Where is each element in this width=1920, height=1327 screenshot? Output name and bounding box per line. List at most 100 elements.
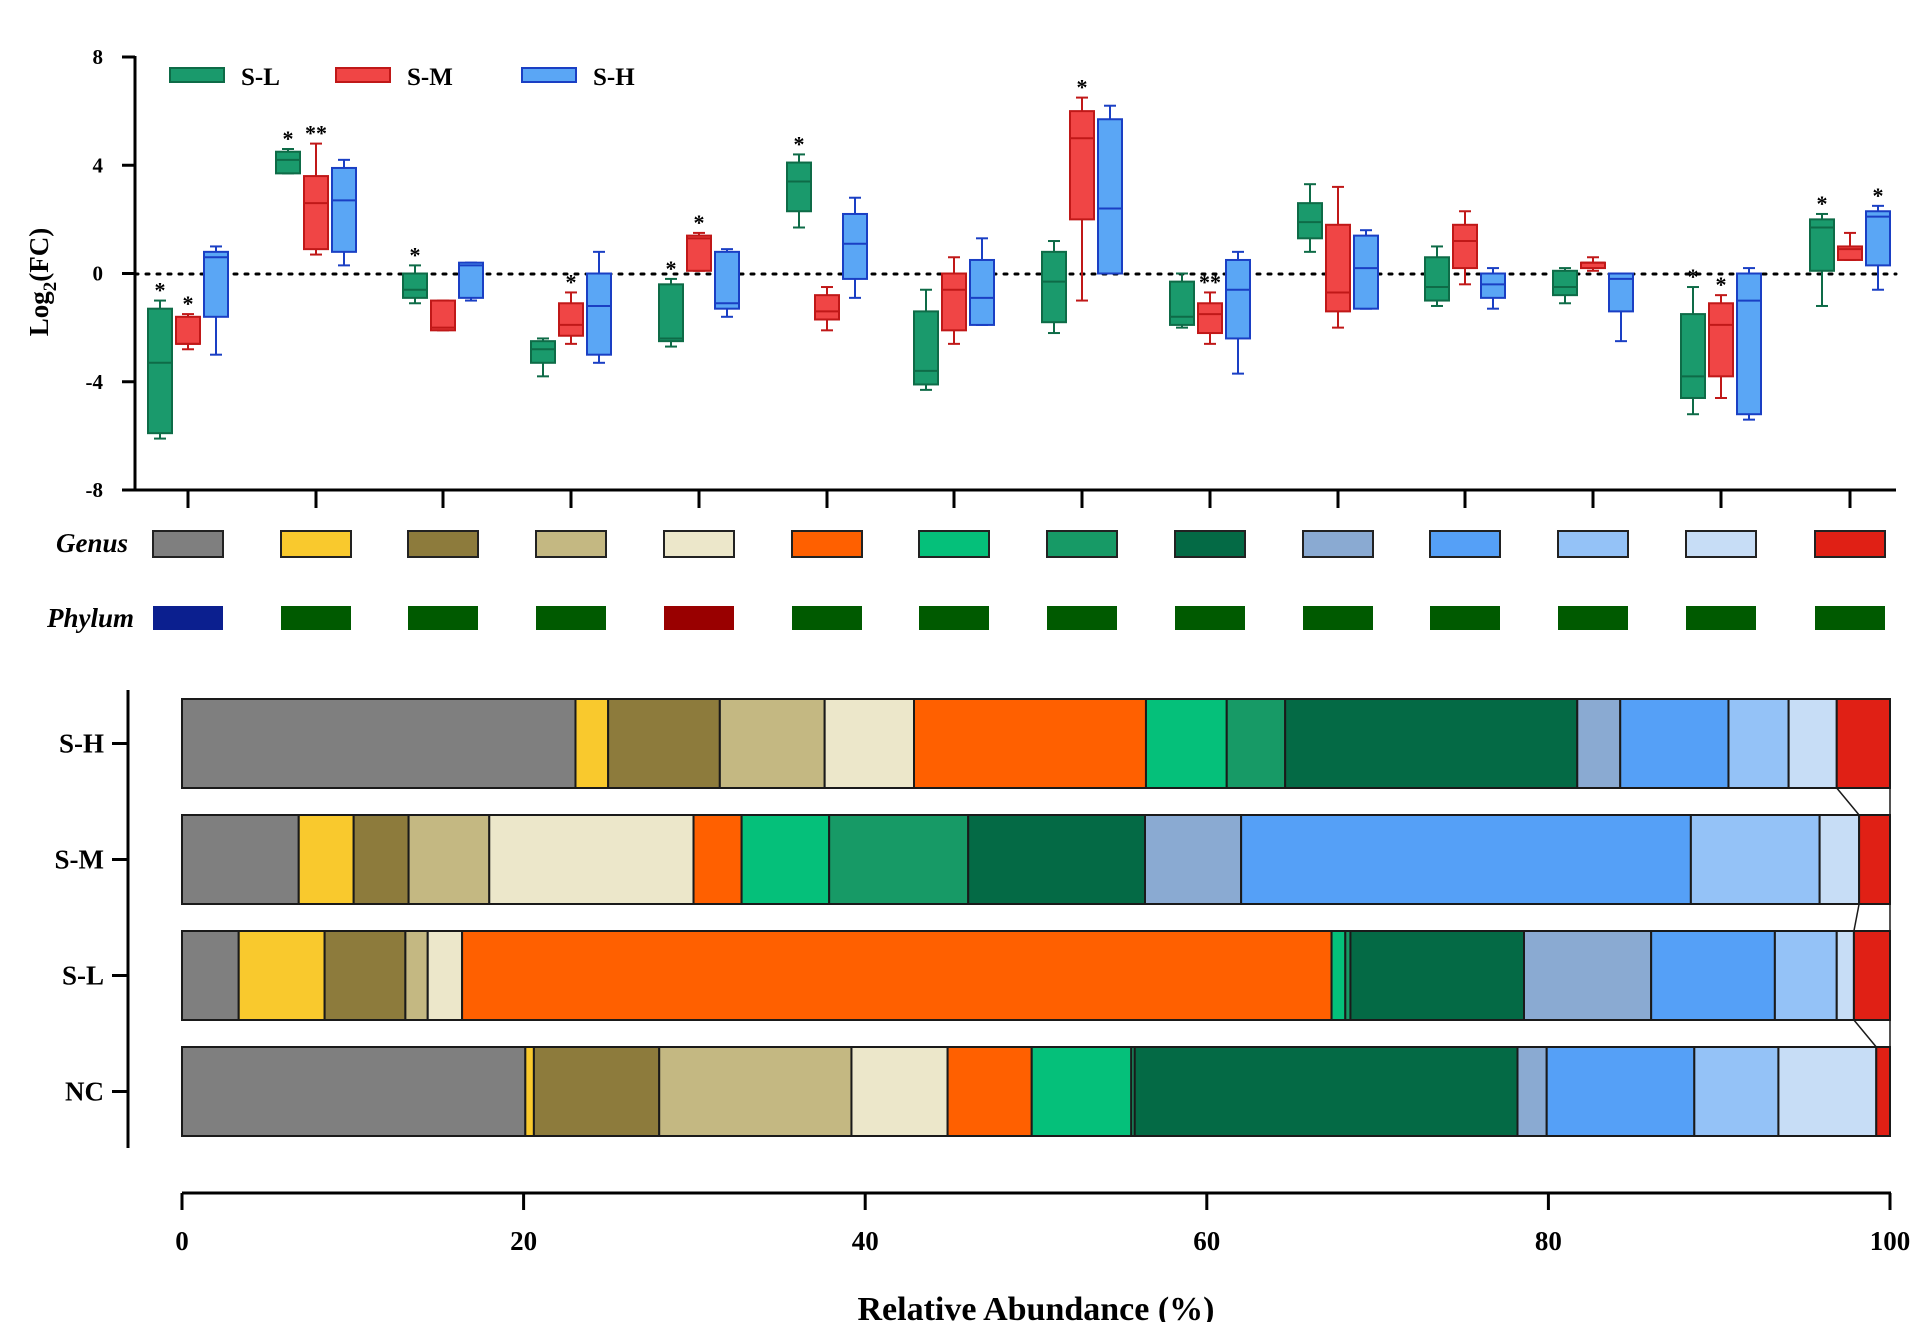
significance-marker: * <box>566 269 577 294</box>
box-s-h <box>1097 104 1123 275</box>
bar-segment <box>1777 1046 1878 1137</box>
phylum-swatches <box>153 606 1885 630</box>
box-body <box>1353 234 1379 310</box>
box-s-l <box>1297 183 1323 253</box>
category-label: NC <box>65 1077 104 1107</box>
bar-segment <box>352 814 410 905</box>
bar-segment <box>850 1046 949 1137</box>
box-s-l: * <box>1809 191 1835 307</box>
phylum-swatch <box>919 606 989 630</box>
genus-row-label: Genus <box>56 528 128 558</box>
phylum-swatch <box>1430 606 1500 630</box>
y-tick-label: -4 <box>86 370 104 394</box>
significance-marker: * <box>1873 183 1884 208</box>
bar-segment <box>1523 930 1653 1021</box>
box-body <box>1424 256 1450 302</box>
bar-s-h <box>181 698 1892 789</box>
connector-line <box>1853 903 1860 932</box>
box-s-l <box>530 337 556 378</box>
box-s-h <box>1608 272 1634 343</box>
box-s-h: * <box>1865 183 1891 291</box>
bar-segment <box>574 698 610 789</box>
x-tick-label: 20 <box>510 1226 537 1256</box>
genus-swatch <box>1814 530 1886 558</box>
bar-segment <box>181 930 240 1021</box>
box-s-l: * <box>1680 264 1706 416</box>
box-body <box>1041 250 1067 324</box>
box-s-l <box>913 288 939 391</box>
bar-s-l <box>181 930 1892 1021</box>
box-body <box>1708 302 1734 378</box>
box-group: ** <box>658 210 740 348</box>
bar-segment <box>488 814 695 905</box>
box-s-h <box>1225 250 1251 375</box>
bar-segment <box>1225 698 1287 789</box>
box-body <box>586 272 612 356</box>
bar-segment <box>1787 698 1838 789</box>
phylum-swatch <box>1686 606 1756 630</box>
box-body <box>175 315 201 345</box>
significance-marker: * <box>794 131 805 156</box>
legend-label: S-L <box>241 64 280 91</box>
box-body <box>658 283 684 343</box>
box-body <box>1680 313 1706 399</box>
bar-segment <box>1693 1046 1780 1137</box>
box-body <box>1736 272 1762 416</box>
box-s-l: * <box>275 126 301 175</box>
box-body <box>1452 223 1478 270</box>
box-s-l: * <box>658 256 684 348</box>
box-body <box>558 302 584 337</box>
y-ticks: 8 4 0 -4 -8 <box>86 45 135 502</box>
box-body <box>303 175 329 251</box>
box-s-h <box>331 158 357 267</box>
y-tick-label: 8 <box>93 45 104 69</box>
box-group: * <box>786 131 868 332</box>
box-s-h <box>1480 267 1506 310</box>
bar-segment <box>1875 1046 1891 1137</box>
significance-marker: * <box>1077 75 1088 100</box>
box-body <box>402 272 428 299</box>
category-labels: S-H S-M S-L NC <box>55 729 128 1107</box>
box-body <box>147 307 173 435</box>
genus-swatch <box>791 530 863 558</box>
bar-segment <box>946 1046 1033 1137</box>
bar-segment <box>1330 930 1347 1021</box>
phylum-swatch <box>153 606 223 630</box>
phylum-swatch <box>664 606 734 630</box>
box-s-h <box>586 250 612 364</box>
box-group: ** <box>1809 183 1891 307</box>
bar-segment <box>1144 698 1228 789</box>
box-s-l: * <box>786 131 812 229</box>
bar-segment <box>1576 698 1622 789</box>
box-s-h <box>1353 229 1379 310</box>
box-body <box>1865 210 1891 267</box>
bar-segment <box>181 698 577 789</box>
box-s-l: * <box>402 242 428 305</box>
bar-segment <box>1349 930 1525 1021</box>
box-s-m <box>1325 185 1351 329</box>
log2fc-box-plot: 840-4-8 Log2(FC) S-L S-M S-H *** **********… <box>24 45 1898 508</box>
box-s-h <box>714 248 740 318</box>
phylum-swatch <box>536 606 606 630</box>
genus-swatch <box>1685 530 1757 558</box>
box-s-l <box>1041 240 1067 335</box>
legend-label: S-M <box>407 64 453 91</box>
bar-segment <box>1650 930 1776 1021</box>
stacked-bars <box>181 698 1892 1137</box>
bar-segment <box>407 814 491 905</box>
legend-label: S-H <box>593 64 635 91</box>
bar-segment <box>1835 930 1855 1021</box>
phylum-swatch <box>1047 606 1117 630</box>
x-axis-label: Relative Abundance (%) <box>858 1291 1215 1322</box>
legend-swatch <box>169 67 225 83</box>
connector-line <box>1853 1019 1877 1048</box>
box-body <box>331 166 357 253</box>
significance-marker: * <box>183 291 194 316</box>
bar-segment <box>1133 1046 1519 1137</box>
box-group: * <box>402 242 484 332</box>
phylum-swatch <box>281 606 351 630</box>
bar-segment <box>913 698 1147 789</box>
box-body <box>1097 118 1123 275</box>
category-label: S-H <box>59 729 104 759</box>
box-body <box>275 150 301 175</box>
